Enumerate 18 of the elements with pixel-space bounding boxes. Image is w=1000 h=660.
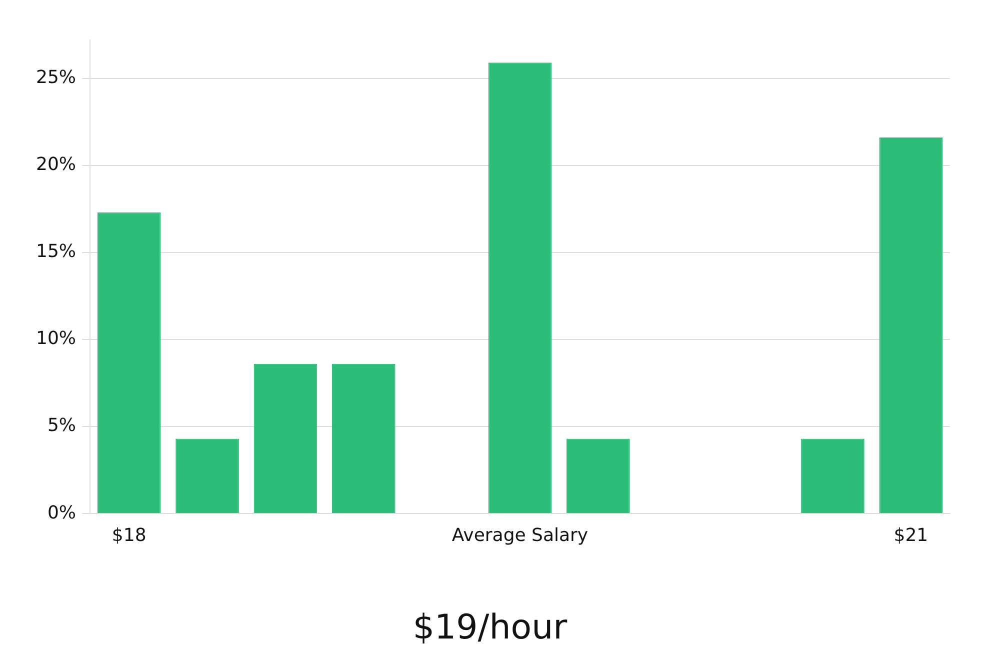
bar (97, 212, 161, 514)
x-tick-label: $18 (112, 525, 146, 546)
text: $19/hour (412, 607, 568, 648)
bar (879, 138, 943, 514)
y-tick-label: 5% (47, 415, 76, 436)
x-tick-label: Average Salary (452, 525, 588, 546)
bar (566, 438, 630, 514)
y-tick-label: 0% (47, 502, 76, 524)
y-tick-label: 25% (36, 66, 76, 88)
x-tick-label: $21 (894, 525, 928, 546)
bar (801, 438, 864, 514)
bar (488, 62, 552, 514)
bar (254, 364, 318, 514)
bar (332, 364, 396, 514)
y-tick-label: 15% (36, 241, 76, 262)
y-tick-label: 20% (36, 154, 76, 176)
y-tick-label: 10% (36, 328, 76, 350)
bar (176, 438, 239, 514)
